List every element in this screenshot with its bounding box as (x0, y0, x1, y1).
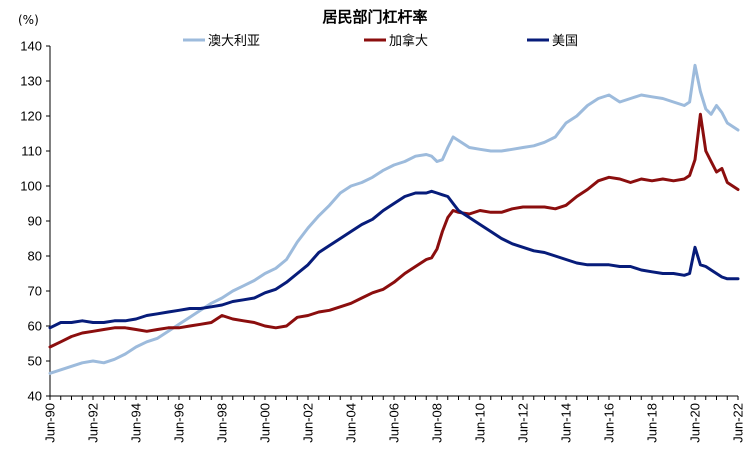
series-line-2 (48, 112, 740, 349)
x-tick-label: Jun-16 (602, 403, 617, 443)
series-line-1 (48, 63, 740, 375)
y-tick-label: 110 (21, 144, 42, 159)
x-tick-label: Jun-08 (430, 403, 445, 443)
series-line-3 (48, 189, 740, 330)
legend-label: 澳大利亚 (208, 33, 260, 49)
x-tick-label: Jun-12 (516, 403, 531, 443)
x-axis: Jun-90 Jun-92 Jun-94 Jun-96 Jun-98 Jun-00 Jun-… (43, 395, 746, 443)
x-tick-label: Jun-20 (688, 403, 703, 443)
y-tick-label: 140 (20, 39, 42, 54)
x-tick-label: Jun-90 (43, 403, 58, 443)
x-tick-label: Jun-02 (301, 403, 316, 443)
x-tick-label: Jun-14 (559, 403, 574, 443)
y-axis-unit-label: (%) (18, 13, 39, 27)
y-tick-label: 70 (28, 284, 42, 299)
y-tick-label: 120 (20, 109, 42, 124)
chart-title: 居民部门杠杆率 (322, 8, 427, 26)
x-tick-label: Jun-22 (731, 403, 746, 443)
legend-label: 美国 (552, 34, 578, 49)
x-tick-label: Jun-96 (172, 403, 187, 443)
x-tick-label: Jun-04 (344, 403, 359, 443)
x-tick-label: Jun-94 (129, 403, 144, 443)
y-tick-label: 40 (28, 389, 42, 404)
x-tick-label: Jun-98 (215, 403, 230, 443)
legend-label: 加拿大 (389, 33, 428, 49)
y-tick-label: 100 (20, 179, 42, 194)
x-tick-label: Jun-10 (473, 403, 488, 443)
y-tick-label: 60 (28, 319, 42, 334)
y-tick-label: 130 (20, 74, 42, 89)
y-tick-label: 80 (28, 249, 42, 264)
y-tick-label: 90 (28, 214, 42, 229)
y-tick-label: 50 (28, 354, 42, 369)
chart-legend: 澳大利亚 加拿大 美国 (183, 33, 578, 49)
x-tick-label: Jun-06 (387, 403, 402, 443)
series-layer (48, 63, 740, 375)
x-tick-label: Jun-18 (645, 403, 660, 443)
x-tick-label: Jun-92 (86, 403, 101, 443)
x-tick-label: Jun-00 (258, 403, 273, 443)
y-axis: 40 50 60 70 80 90 100 110 120 130 140 (20, 39, 51, 404)
